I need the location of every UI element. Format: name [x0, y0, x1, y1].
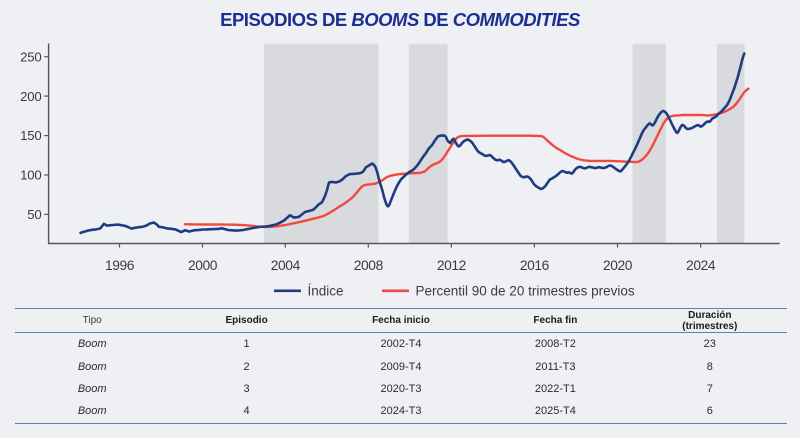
- svg-text:50: 50: [27, 207, 41, 222]
- svg-text:150: 150: [20, 128, 41, 143]
- svg-text:2020: 2020: [603, 258, 633, 273]
- svg-text:2012: 2012: [437, 258, 466, 273]
- svg-text:100: 100: [20, 168, 41, 183]
- svg-text:2008: 2008: [354, 258, 384, 273]
- svg-text:2000: 2000: [188, 258, 218, 273]
- svg-text:2004: 2004: [271, 258, 301, 273]
- svg-text:1996: 1996: [105, 258, 135, 273]
- svg-text:200: 200: [20, 89, 41, 104]
- svg-text:Índice: Índice: [308, 283, 344, 298]
- svg-text:2024: 2024: [686, 258, 716, 273]
- svg-text:2016: 2016: [520, 258, 550, 273]
- svg-text:Percentil 90 de 20 trimestres: Percentil 90 de 20 trimestres previos: [416, 283, 635, 298]
- svg-text:250: 250: [20, 49, 41, 64]
